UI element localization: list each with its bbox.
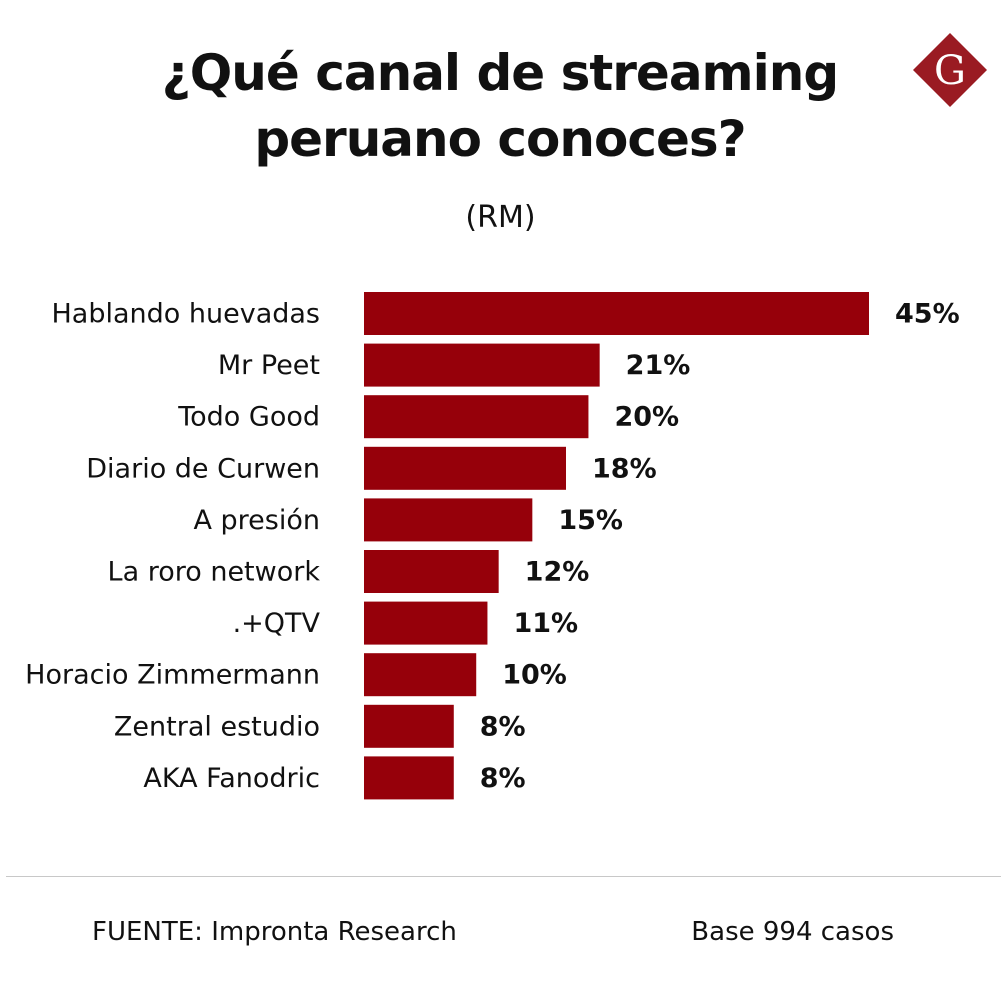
category-label: Horacio Zimmermann xyxy=(25,660,320,691)
source-note: FUENTE: Impronta Research xyxy=(92,917,457,947)
bar xyxy=(364,704,454,748)
value-label: 8% xyxy=(480,711,526,742)
category-label: Todo Good xyxy=(177,402,320,433)
gestion-logo: G xyxy=(913,33,987,107)
sample-base-note: Base 994 casos xyxy=(691,917,894,947)
bar xyxy=(364,756,454,800)
value-label: 12% xyxy=(525,557,590,588)
footer-divider xyxy=(6,876,1001,877)
value-label: 20% xyxy=(614,402,679,433)
chart-title-line-2: peruano conoces? xyxy=(254,110,746,168)
category-label: .+QTV xyxy=(233,608,321,639)
value-label: 15% xyxy=(558,505,623,536)
chart-subtitle: (RM) xyxy=(465,200,536,235)
bar xyxy=(364,498,533,542)
bar xyxy=(364,446,566,490)
value-label: 8% xyxy=(480,763,526,794)
category-label: Zentral estudio xyxy=(114,711,320,742)
bar xyxy=(364,653,477,697)
chart-title-line-1: ¿Qué canal de streaming xyxy=(161,44,839,102)
category-label: Mr Peet xyxy=(218,350,320,381)
category-label: La roro network xyxy=(108,557,321,588)
category-label: A presión xyxy=(193,505,320,536)
bar xyxy=(364,395,589,439)
bar xyxy=(364,550,499,593)
value-label: 18% xyxy=(592,453,657,484)
bar xyxy=(364,343,600,387)
bar xyxy=(364,601,488,645)
bar-chart: Hablando huevadas 45% Mr Peet 21% Todo Good 2… xyxy=(25,292,960,800)
value-label: 21% xyxy=(626,350,691,381)
category-label: Hablando huevadas xyxy=(52,299,321,330)
logo-letter: G xyxy=(934,48,966,94)
category-label: Diario de Curwen xyxy=(86,453,320,484)
bar xyxy=(364,292,869,335)
chart-title: ¿Qué canal de streaming peruano conoces? xyxy=(100,40,900,172)
value-label: 11% xyxy=(513,608,578,639)
value-label: 45% xyxy=(895,299,960,330)
logo-diamond xyxy=(913,33,987,107)
category-label: AKA Fanodric xyxy=(143,763,320,794)
value-label: 10% xyxy=(502,660,567,691)
